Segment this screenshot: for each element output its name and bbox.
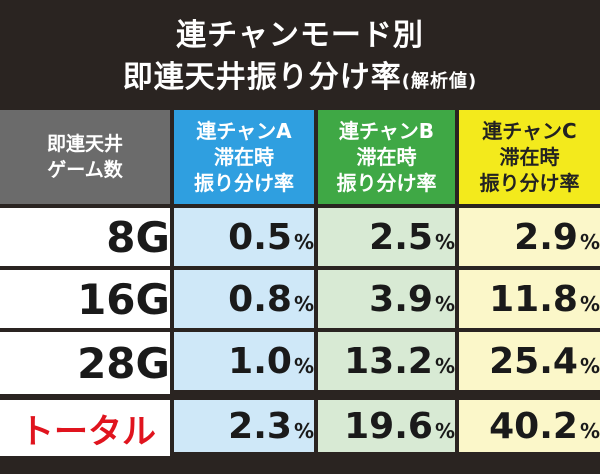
cell-value: 2.3 xyxy=(228,405,292,447)
page-title: 連チャンモード別 xyxy=(176,18,424,53)
table-row: 28G 1.0% 13.2% 25.4% xyxy=(0,332,600,394)
title-banner: 連チャンモード別 即連天井振り分け率(解析値) xyxy=(0,0,600,110)
header-text: 振り分け率 xyxy=(479,171,580,195)
cell-mode-b: 13.2% xyxy=(318,332,459,394)
percent-unit: % xyxy=(293,418,314,443)
percent-unit: % xyxy=(293,291,314,316)
subtitle-main: 即連天井振り分け率 xyxy=(122,60,402,95)
header-text: 振り分け率 xyxy=(336,171,437,195)
cell-mode-a: 0.8% xyxy=(174,270,318,332)
header-text: 連チャンC xyxy=(482,119,577,143)
cell-value: 25.4 xyxy=(489,340,578,382)
header-mode-b: 連チャンB 滞在時 振り分け率 xyxy=(318,110,459,208)
table-row: 8G 0.5% 2.5% 2.9% xyxy=(0,208,600,270)
cell-value: 2.9 xyxy=(514,216,578,258)
total-mode-a: 2.3% xyxy=(174,400,318,456)
header-text: ゲーム数 xyxy=(47,159,123,181)
table-header-row: 即連天井 ゲーム数 連チャンA 滞在時 振り分け率 連チャンB 滞在時 振り分け… xyxy=(0,110,600,208)
percent-unit: % xyxy=(434,229,455,254)
cell-value: 2.5 xyxy=(369,216,433,258)
header-text: 振り分け率 xyxy=(194,171,294,195)
row-divider xyxy=(0,394,600,400)
total-mode-c: 40.2% xyxy=(459,400,600,456)
cell-mode-a: 1.0% xyxy=(174,332,318,394)
percent-unit: % xyxy=(579,418,600,443)
header-text: 滞在時 xyxy=(356,145,417,169)
cell-mode-a: 0.5% xyxy=(174,208,318,270)
cell-mode-c: 11.8% xyxy=(459,270,600,332)
cell-mode-b: 3.9% xyxy=(318,270,459,332)
header-text: 連チャンA xyxy=(196,119,292,143)
cell-value: 1.0 xyxy=(228,340,292,382)
header-text: 滞在時 xyxy=(499,145,560,169)
distribution-table: 即連天井 ゲーム数 連チャンA 滞在時 振り分け率 連チャンB 滞在時 振り分け… xyxy=(0,110,600,456)
page-subtitle: 即連天井振り分け率(解析値) xyxy=(0,52,600,96)
total-row: トータル 2.3% 19.6% 40.2% xyxy=(0,400,600,456)
total-label: トータル xyxy=(0,400,174,456)
percent-unit: % xyxy=(579,353,600,378)
cell-value: 0.8 xyxy=(228,278,292,320)
cell-value: 0.5 xyxy=(228,216,292,258)
row-label: 16G xyxy=(0,270,174,332)
header-text: 連チャンB xyxy=(338,119,435,143)
percent-unit: % xyxy=(434,418,455,443)
percent-unit: % xyxy=(434,291,455,316)
percent-unit: % xyxy=(434,353,455,378)
cell-mode-c: 25.4% xyxy=(459,332,600,394)
percent-unit: % xyxy=(579,291,600,316)
cell-value: 13.2 xyxy=(344,340,433,382)
cell-value: 40.2 xyxy=(489,405,578,447)
percent-unit: % xyxy=(293,353,314,378)
cell-value: 11.8 xyxy=(489,278,578,320)
row-label: 8G xyxy=(0,208,174,270)
header-mode-c: 連チャンC 滞在時 振り分け率 xyxy=(459,110,600,208)
header-game-count: 即連天井 ゲーム数 xyxy=(0,110,174,208)
percent-unit: % xyxy=(579,229,600,254)
header-text: 滞在時 xyxy=(214,145,274,169)
row-label: 28G xyxy=(0,332,174,394)
cell-mode-c: 2.9% xyxy=(459,208,600,270)
cell-value: 3.9 xyxy=(369,278,433,320)
subtitle-note: (解析値) xyxy=(401,71,478,92)
header-text: 即連天井 xyxy=(46,133,123,155)
cell-mode-b: 2.5% xyxy=(318,208,459,270)
cell-value: 19.6 xyxy=(344,405,433,447)
total-mode-b: 19.6% xyxy=(318,400,459,456)
table-row: 16G 0.8% 3.9% 11.8% xyxy=(0,270,600,332)
header-mode-a: 連チャンA 滞在時 振り分け率 xyxy=(174,110,318,208)
percent-unit: % xyxy=(293,229,314,254)
